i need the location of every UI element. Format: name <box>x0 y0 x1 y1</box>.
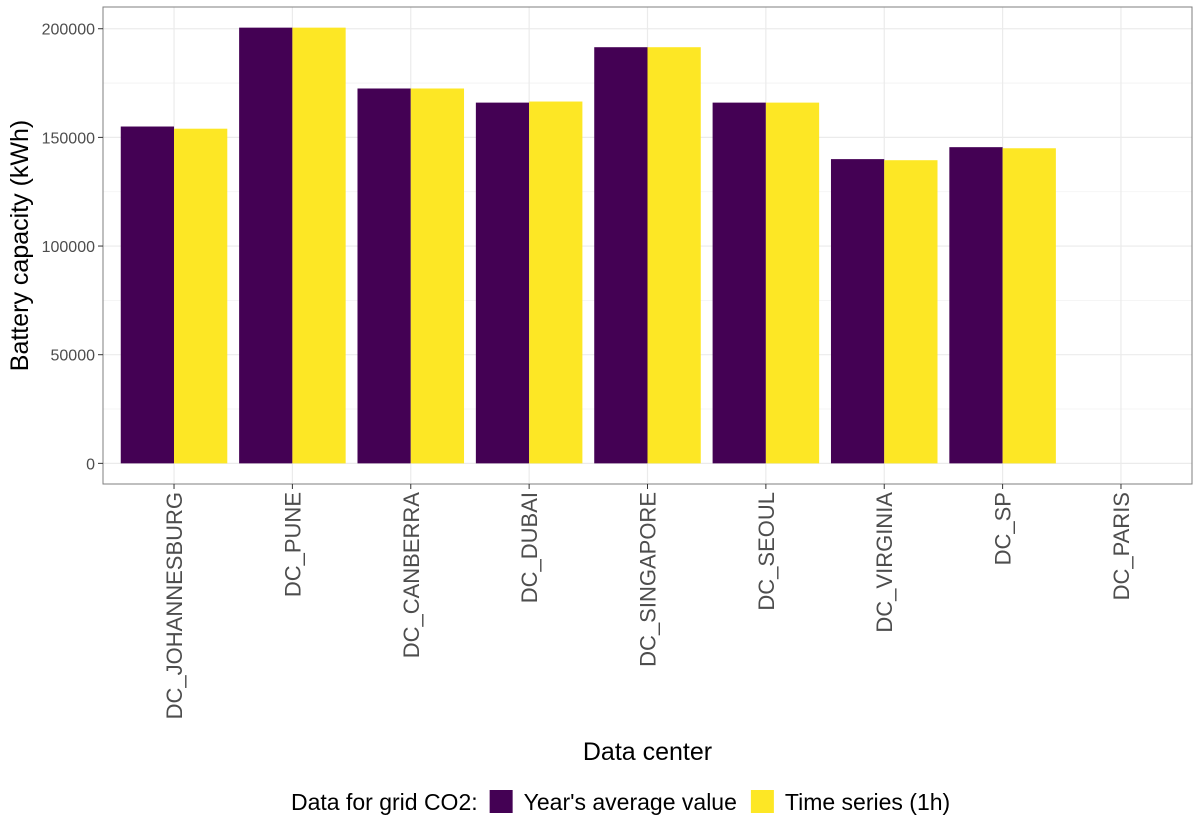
x-tick-label: DC_SINGAPORE <box>636 492 661 667</box>
legend-label-series-1: Year's average value <box>524 789 737 815</box>
x-tick-label: DC_JOHANNESBURG <box>162 492 187 719</box>
y-axis: 0 50000 100000 150000 200000 <box>42 22 103 473</box>
bar-dc_sp-series-2 <box>1002 148 1056 464</box>
x-tick-label: DC_VIRGINIA <box>872 492 897 633</box>
x-axis: DC_JOHANNESBURG DC_PUNE DC_CANBERRA DC_DUBA… <box>162 484 1134 719</box>
y-tick-label: 150000 <box>42 130 95 147</box>
legend-title: Data for grid CO2: <box>291 789 478 815</box>
x-tick-label: DC_DUBAI <box>517 492 542 603</box>
bars <box>120 27 1056 464</box>
legend-label-series-2: Time series (1h) <box>785 789 950 815</box>
bar-dc_seoul-series-2 <box>765 102 820 464</box>
y-tick-label: 200000 <box>42 22 95 39</box>
bar-dc_sp-series-1 <box>949 147 1003 464</box>
bar-dc_seoul-series-1 <box>712 102 766 464</box>
x-axis-title: Data center <box>583 738 712 766</box>
x-tick-label: DC_PARIS <box>1109 492 1134 600</box>
legend: Data for grid CO2: Year's average value Ti… <box>291 789 950 815</box>
x-tick-label: DC_CANBERRA <box>399 492 424 659</box>
y-tick-label: 100000 <box>42 239 95 256</box>
bar-dc_singapore-series-2 <box>647 47 701 464</box>
bar-dc_pune-series-1 <box>239 27 293 464</box>
bar-dc_dubai-series-2 <box>529 101 583 464</box>
bar-dc_singapore-series-1 <box>594 47 648 464</box>
y-tick-label: 0 <box>86 456 95 473</box>
bar-dc_dubai-series-1 <box>475 102 530 464</box>
bar-dc_canberra-series-1 <box>357 88 411 464</box>
y-axis-title: Battery capacity (kWh) <box>6 120 34 371</box>
bar-dc_canberra-series-2 <box>410 88 465 464</box>
x-tick-label: DC_SEOUL <box>754 492 779 611</box>
bar-dc_pune-series-2 <box>292 27 346 464</box>
bar-dc_virginia-series-1 <box>830 159 885 464</box>
legend-key-series-2 <box>750 790 774 813</box>
bar-dc_johannesburg-series-1 <box>120 126 175 464</box>
legend-key-series-1 <box>489 790 513 813</box>
bar-dc_johannesburg-series-2 <box>174 128 228 464</box>
x-tick-label: DC_SP <box>991 492 1016 565</box>
y-tick-label: 50000 <box>51 348 96 365</box>
bar-dc_virginia-series-2 <box>884 160 938 464</box>
x-tick-label: DC_PUNE <box>280 492 305 597</box>
